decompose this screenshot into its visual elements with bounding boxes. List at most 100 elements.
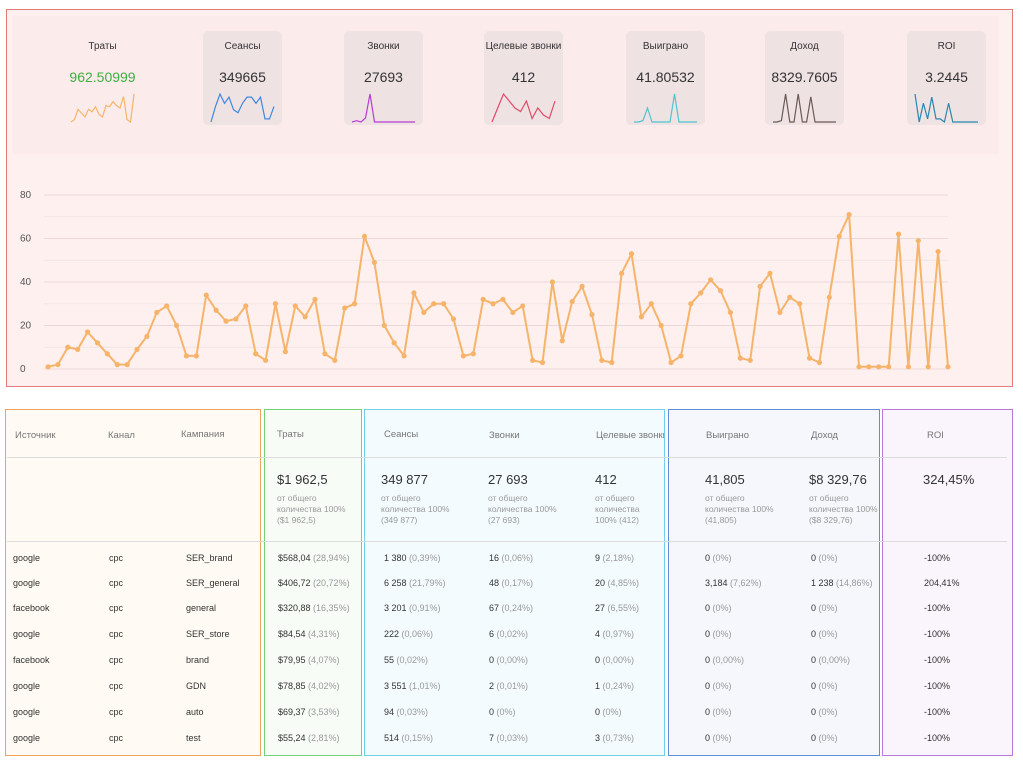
data-point[interactable] (648, 301, 654, 307)
data-point[interactable] (500, 296, 506, 302)
data-point[interactable] (915, 238, 921, 244)
data-point[interactable] (421, 309, 427, 316)
data-point[interactable] (154, 309, 160, 316)
header-calls[interactable]: Звонки (489, 430, 520, 441)
data-point[interactable] (351, 301, 358, 307)
kpi-card-roi[interactable]: ROI 3.2445 (907, 31, 986, 125)
data-point[interactable] (727, 309, 734, 316)
data-point[interactable] (94, 340, 101, 346)
header-campaign[interactable]: Кампания (181, 429, 225, 440)
data-point[interactable] (45, 364, 51, 370)
data-point[interactable] (589, 312, 595, 318)
data-point[interactable] (530, 357, 536, 363)
data-point[interactable] (114, 362, 120, 368)
header-revenue[interactable]: Доход (811, 430, 838, 441)
data-point[interactable] (223, 318, 229, 324)
kpi-card-calls[interactable]: Звонки 27693 (344, 31, 423, 125)
data-point[interactable] (886, 364, 892, 370)
kpi-card-revenue[interactable]: Доход 8329.7605 (765, 31, 844, 125)
data-point[interactable] (55, 362, 61, 368)
data-point[interactable] (816, 359, 823, 366)
data-point[interactable] (717, 288, 724, 294)
kpi-card-target-calls[interactable]: Целевые звонки 412 (484, 31, 563, 125)
data-point[interactable] (826, 294, 832, 300)
data-point[interactable] (183, 353, 190, 359)
data-point[interactable] (757, 283, 763, 289)
data-point[interactable] (75, 346, 81, 353)
data-point[interactable] (638, 314, 645, 320)
header-won[interactable]: Выиграно (706, 430, 750, 441)
data-point[interactable] (599, 357, 605, 363)
data-point[interactable] (678, 353, 684, 359)
data-point[interactable] (619, 270, 625, 276)
data-point[interactable] (332, 357, 338, 363)
data-point[interactable] (134, 346, 140, 353)
data-point[interactable] (203, 292, 209, 298)
data-point[interactable] (470, 351, 476, 357)
data-point[interactable] (441, 301, 447, 307)
data-point[interactable] (84, 329, 91, 335)
data-point[interactable] (559, 338, 565, 344)
data-point[interactable] (767, 270, 773, 276)
data-point[interactable] (322, 351, 328, 357)
data-point[interactable] (361, 233, 368, 239)
header-spend[interactable]: Траты (277, 429, 304, 440)
data-point[interactable] (282, 349, 288, 355)
data-point[interactable] (124, 362, 130, 368)
kpi-card-won[interactable]: Выиграно 41.80532 (626, 31, 705, 125)
data-point[interactable] (895, 231, 902, 237)
data-point[interactable] (193, 353, 199, 359)
data-point[interactable] (431, 301, 437, 307)
header-target-calls[interactable]: Целевые звонки (596, 430, 664, 441)
data-point[interactable] (609, 359, 615, 366)
data-point[interactable] (292, 303, 298, 309)
data-point[interactable] (668, 359, 674, 366)
data-point[interactable] (450, 316, 457, 322)
data-point[interactable] (243, 303, 249, 309)
data-point[interactable] (787, 294, 793, 300)
data-point[interactable] (698, 290, 704, 296)
data-point[interactable] (411, 290, 417, 296)
header-sessions[interactable]: Сеансы (384, 429, 419, 440)
data-point[interactable] (490, 301, 496, 307)
data-point[interactable] (312, 296, 318, 302)
data-point[interactable] (688, 301, 694, 307)
data-point[interactable] (935, 248, 941, 255)
data-point[interactable] (164, 303, 170, 309)
data-point[interactable] (253, 351, 259, 357)
data-point[interactable] (866, 364, 872, 370)
data-point[interactable] (747, 357, 753, 363)
data-point[interactable] (777, 309, 783, 316)
header-channel[interactable]: Канал (108, 430, 135, 441)
data-point[interactable] (342, 305, 348, 311)
data-point[interactable] (381, 322, 387, 329)
data-point[interactable] (569, 298, 575, 305)
data-point[interactable] (144, 333, 150, 339)
data-point[interactable] (460, 353, 466, 359)
data-point[interactable] (628, 251, 635, 257)
data-point[interactable] (233, 316, 239, 322)
data-point[interactable] (173, 322, 180, 329)
data-point[interactable] (836, 233, 842, 239)
data-point[interactable] (658, 322, 664, 329)
header-roi[interactable]: ROI (927, 430, 944, 441)
data-point[interactable] (876, 364, 882, 370)
data-point[interactable] (945, 364, 951, 370)
data-point[interactable] (480, 296, 486, 302)
data-point[interactable] (213, 307, 219, 313)
data-point[interactable] (510, 309, 516, 316)
data-point[interactable] (262, 357, 269, 363)
data-point[interactable] (905, 364, 912, 370)
data-point[interactable] (846, 211, 852, 218)
data-point[interactable] (737, 355, 743, 361)
data-point[interactable] (371, 259, 377, 266)
kpi-card-sessions[interactable]: Сеансы 349665 (203, 31, 282, 125)
data-point[interactable] (549, 279, 555, 285)
data-point[interactable] (797, 301, 803, 307)
data-point[interactable] (925, 364, 931, 370)
data-point[interactable] (302, 314, 308, 320)
header-source[interactable]: Источник (15, 430, 56, 441)
data-point[interactable] (104, 351, 110, 357)
kpi-card-spend[interactable]: Траты 962.50999 (63, 31, 142, 125)
data-point[interactable] (65, 344, 71, 350)
